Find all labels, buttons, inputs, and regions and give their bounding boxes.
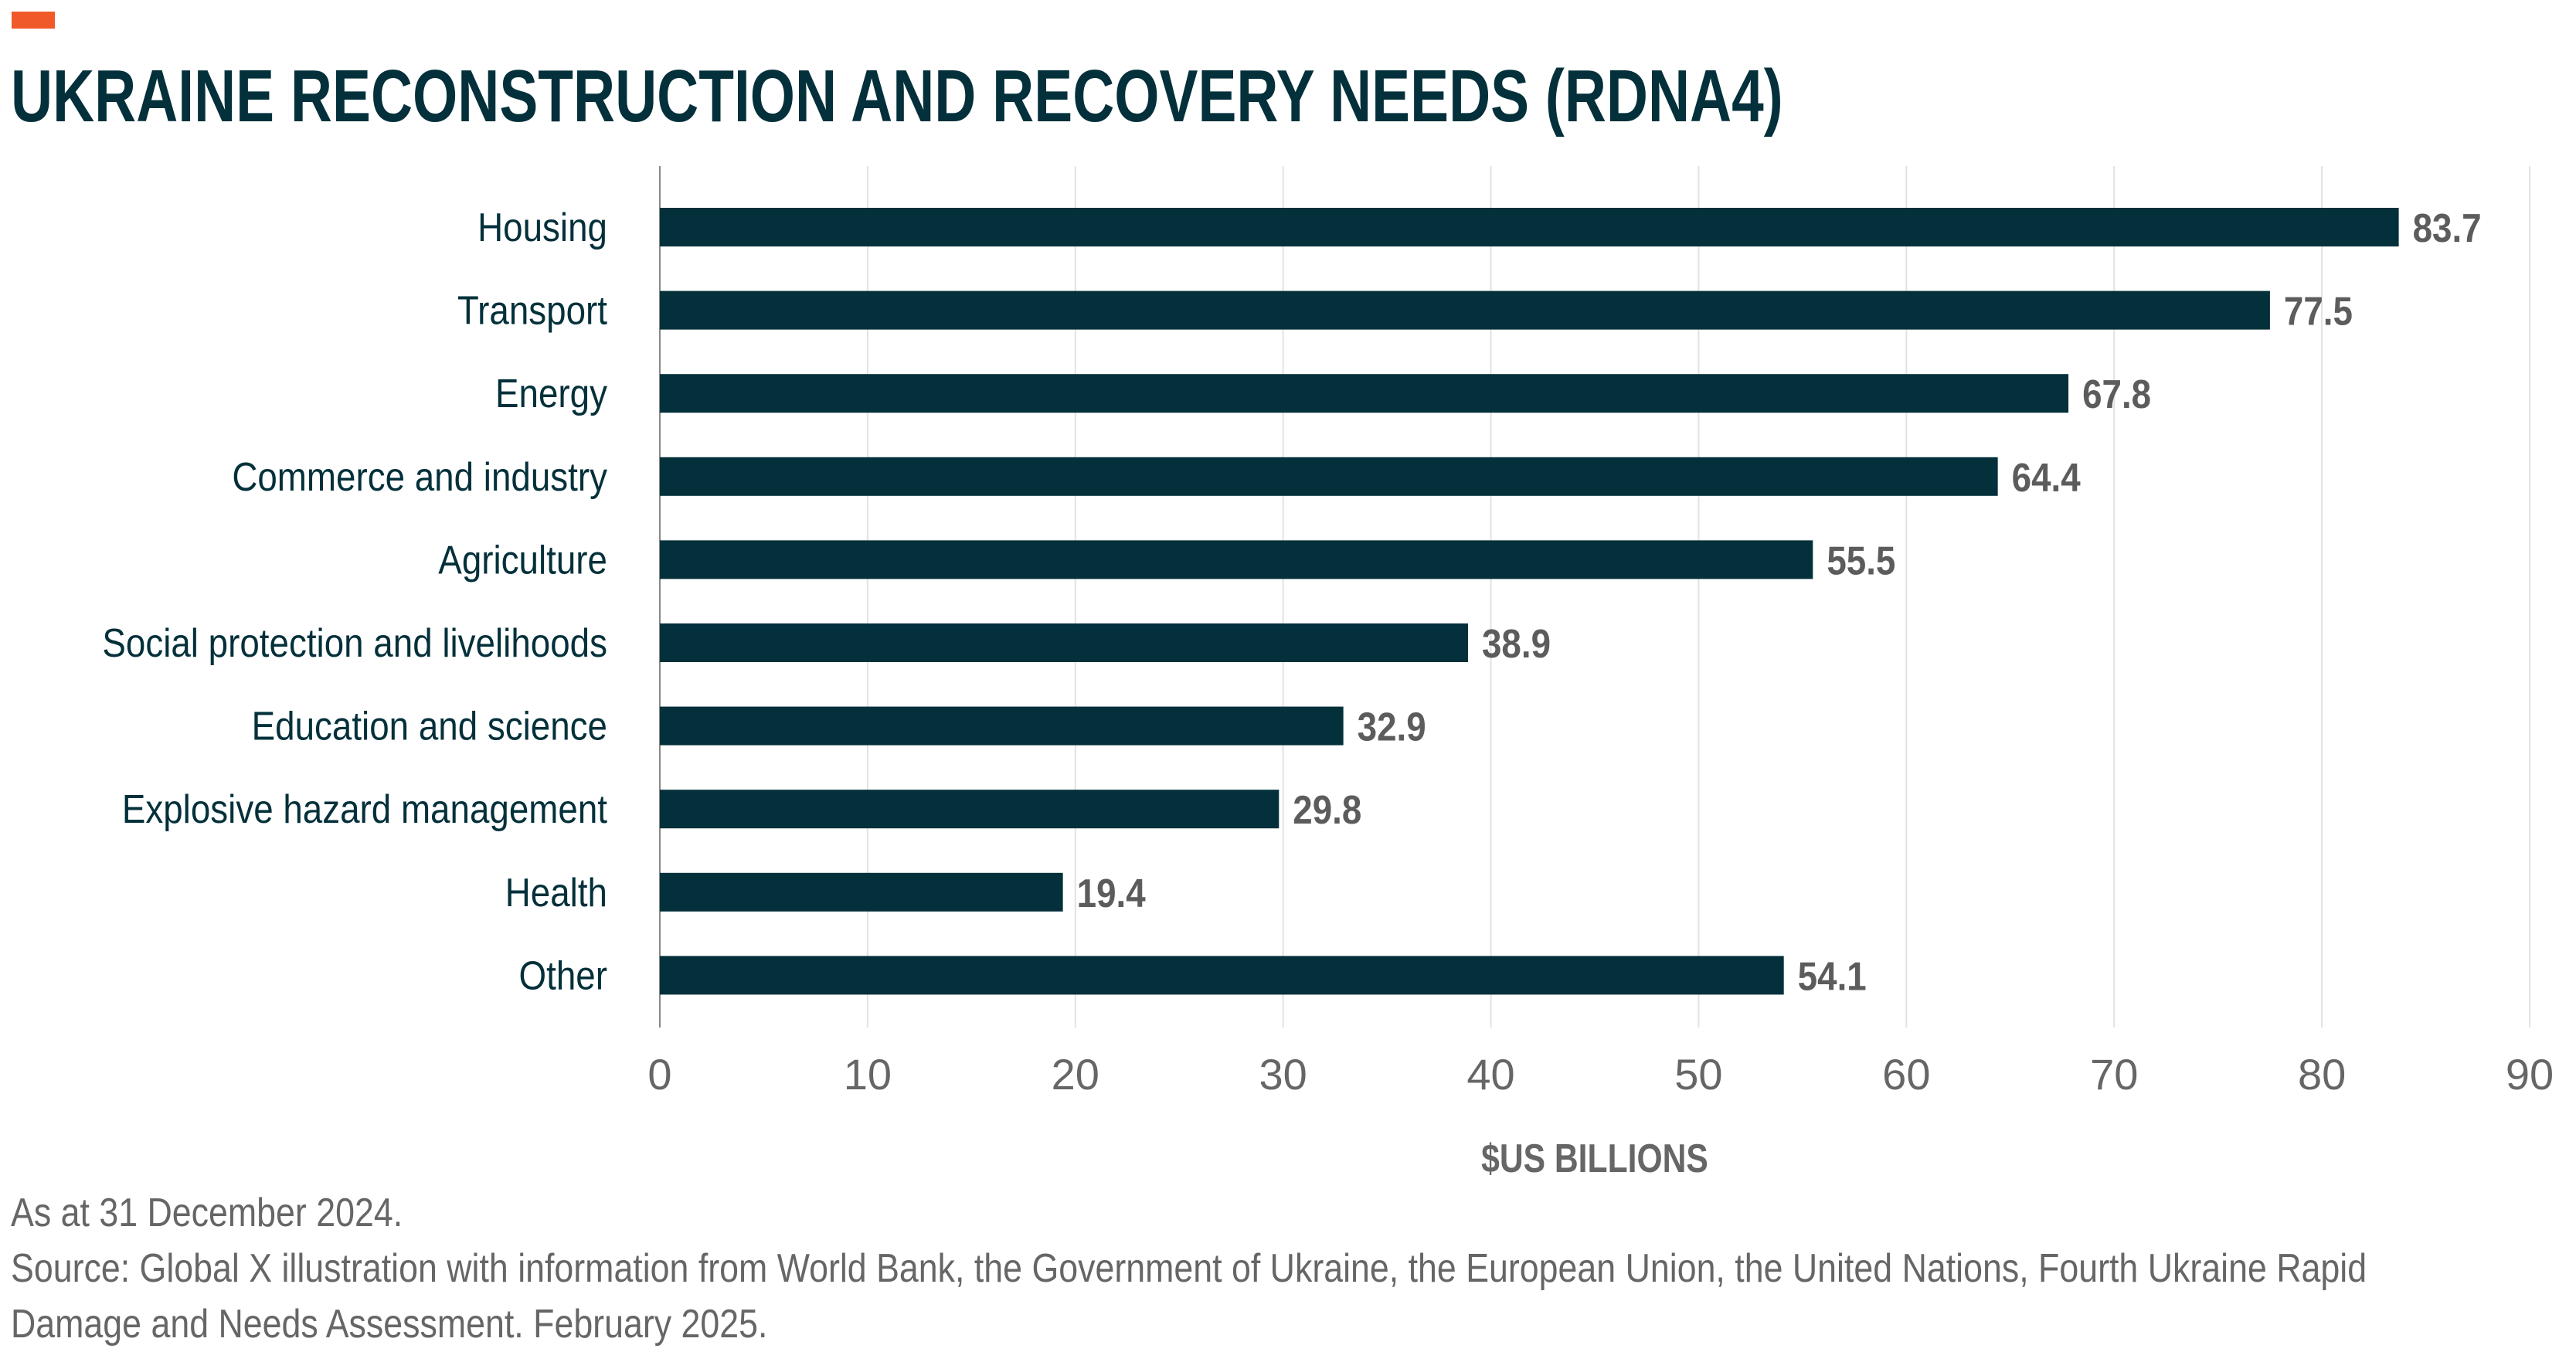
data-label: 54.1 — [1798, 955, 1867, 999]
category-label: Transport — [457, 289, 607, 333]
data-label: 32.9 — [1358, 705, 1426, 749]
x-tick-label: 0 — [647, 1050, 671, 1099]
category-label: Explosive hazard management — [122, 788, 608, 832]
category-label: Commerce and industry — [232, 455, 607, 499]
footnote-source-line1: Source: Global X illustration with infor… — [11, 1246, 2367, 1291]
x-axis-title: $US BILLIONS — [1481, 1136, 1708, 1181]
data-label: 55.5 — [1827, 539, 1895, 583]
footnote-date: As at 31 December 2024. — [11, 1191, 403, 1235]
x-tick-label: 90 — [2506, 1050, 2554, 1099]
x-tick-label: 60 — [1882, 1050, 1930, 1099]
data-label: 67.8 — [2082, 373, 2151, 417]
x-tick-label: 10 — [844, 1050, 892, 1099]
category-label: Energy — [495, 372, 607, 416]
bar — [660, 706, 1344, 746]
x-tick-label: 20 — [1052, 1050, 1099, 1099]
x-tick-label: 30 — [1259, 1050, 1307, 1099]
bar — [660, 872, 1063, 912]
data-label: 64.4 — [2012, 456, 2081, 500]
data-label: 19.4 — [1077, 871, 1146, 915]
data-label: 83.7 — [2413, 206, 2482, 250]
category-label: Social protection and livelihoods — [102, 621, 607, 665]
x-tick-label: 70 — [2090, 1050, 2138, 1099]
accent-bar — [12, 12, 55, 29]
x-tick-label: 50 — [1674, 1050, 1722, 1099]
bar — [660, 208, 2399, 246]
data-label: 29.8 — [1293, 789, 1361, 833]
bar — [660, 956, 1784, 995]
x-tick-label: 80 — [2298, 1050, 2346, 1099]
bar — [660, 540, 1813, 579]
data-label: 38.9 — [1482, 622, 1551, 666]
category-label: Education and science — [252, 705, 607, 749]
category-label: Health — [505, 871, 607, 915]
category-label: Housing — [477, 206, 607, 250]
bar — [660, 290, 2270, 330]
chart-title: UKRAINE RECONSTRUCTION AND RECOVERY NEED… — [11, 55, 1783, 138]
bar — [660, 374, 2069, 413]
footnote-source-line2: Damage and Needs Assessment. February 20… — [11, 1302, 768, 1347]
x-tick-label: 40 — [1466, 1050, 1514, 1099]
category-label: Agriculture — [438, 538, 607, 583]
data-label: 77.5 — [2284, 290, 2353, 334]
bar — [660, 457, 1998, 496]
category-label: Other — [519, 954, 607, 998]
bar — [660, 623, 1468, 662]
bar — [660, 790, 1280, 829]
